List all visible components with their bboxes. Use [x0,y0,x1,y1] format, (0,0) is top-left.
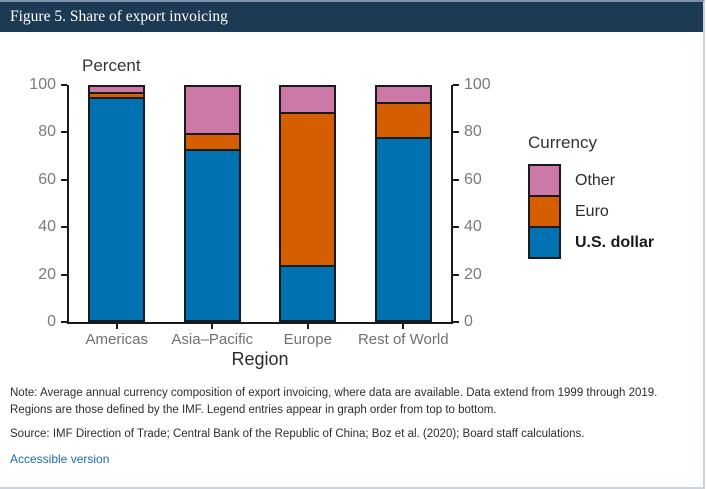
segment-euro [90,93,144,100]
y-tick-label: 100 [464,76,491,93]
bar-europe [279,85,337,322]
y-tick-mark [61,273,67,276]
x-tick-label: Americas [85,331,149,348]
legend-entries: Other Euro U.S. dollar [528,164,654,259]
y-tick-label: 80 [38,123,56,141]
legend-row: U.S. dollar [528,226,654,259]
y-tick-mark [61,321,67,323]
y-tick-mark [453,273,459,276]
segment-other [376,87,430,105]
x-tick-mark [402,324,405,329]
y-tick-label: 60 [464,170,482,188]
y-tick-mark [453,226,459,229]
x-axis-title: Region [231,349,289,369]
x-tick-mark [211,324,214,329]
x-tick-mark [306,324,309,329]
segment-other [90,87,144,94]
source-text: Source: IMF Direction of Trade; Central … [10,428,585,440]
y-tick-mark [453,131,459,134]
y-tick-mark [61,131,67,134]
segment-u-s-dollar [90,99,144,320]
legend-label: U.S. dollar [575,233,655,251]
y-tick-label: 80 [464,123,482,141]
legend-swatch-other [528,164,561,197]
x-tick-mark [115,324,118,329]
y-tick-mark [453,84,459,86]
legend-swatch-euro [528,195,561,228]
y-tick-mark [61,84,67,86]
plot-area: 0 0 20 20 40 40 60 60 80 80 100 100 Americas Asia–Pac… [29,76,490,348]
y-tick-mark [61,178,67,181]
y-tick-mark [453,321,459,323]
y-tick-label: 20 [464,265,482,283]
x-axis-line [67,322,453,324]
accessible-version-link[interactable]: Accessible version [10,452,110,466]
y-tick-label: 100 [29,76,56,93]
y-tick-label: 0 [464,313,473,330]
legend-row: Euro [528,195,654,228]
y-tick-label: 40 [38,218,56,236]
legend: Currency Other Euro U.S. dollar [528,133,654,259]
y-axis-right-line [451,85,453,322]
y-tick-label: 0 [47,313,56,330]
legend-row: Other [528,164,654,197]
y-axis-left-line [67,85,69,322]
note-text: Note: Average annual currency compositio… [10,387,658,416]
bar-asia-pacific [183,85,241,322]
segment-euro [185,135,239,151]
legend-title: Currency [528,133,597,152]
segment-other [281,87,335,114]
segment-u-s-dollar [281,267,335,321]
segment-euro [376,104,430,140]
segment-euro [281,113,335,268]
segment-u-s-dollar [185,150,239,320]
x-tick-label: Rest of World [357,331,449,348]
y-tick-label: 20 [38,265,56,283]
y-tick-mark [61,226,67,229]
figure-title: Figure 5. Share of export invoicing [10,8,228,25]
legend-label: Other [575,171,616,189]
y-axis-title: Percent [82,56,141,75]
y-tick-label: 40 [464,218,482,236]
bar-rest-of-world [374,85,432,322]
legend-swatch-u-s-dollar [528,226,561,259]
x-tick-label: Asia–Pacific [171,331,254,348]
segment-u-s-dollar [376,139,430,320]
x-tick-label: Europe [283,331,332,348]
bar-americas [88,85,146,322]
y-tick-label: 60 [38,170,56,188]
legend-label: Euro [575,202,609,220]
y-tick-mark [453,178,459,181]
figure-title-bar: Figure 5. Share of export invoicing [0,2,703,32]
segment-other [185,87,239,136]
